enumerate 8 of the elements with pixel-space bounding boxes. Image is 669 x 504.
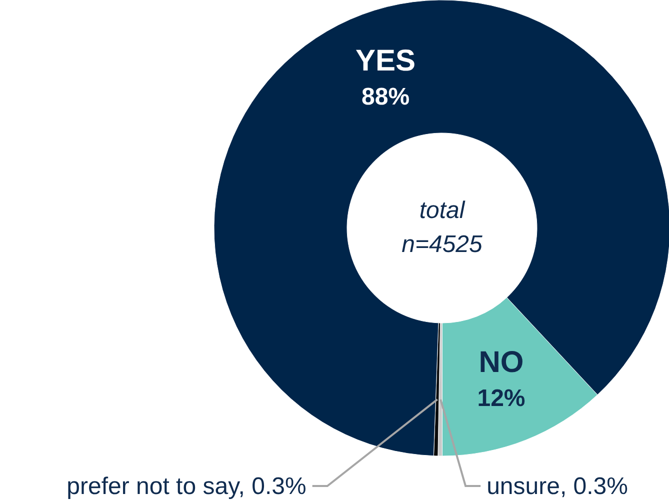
slice-label: YES <box>356 44 416 78</box>
data-label: 12% <box>477 385 526 412</box>
text: total n=4525 <box>402 197 484 258</box>
slice-label: NO <box>478 346 524 380</box>
donut-slice <box>214 0 669 456</box>
data-label: 88% <box>362 84 410 111</box>
slice-label: prefer not to say, 0.3% <box>66 473 306 500</box>
slice-label: unsure, 0.3% <box>486 473 628 500</box>
